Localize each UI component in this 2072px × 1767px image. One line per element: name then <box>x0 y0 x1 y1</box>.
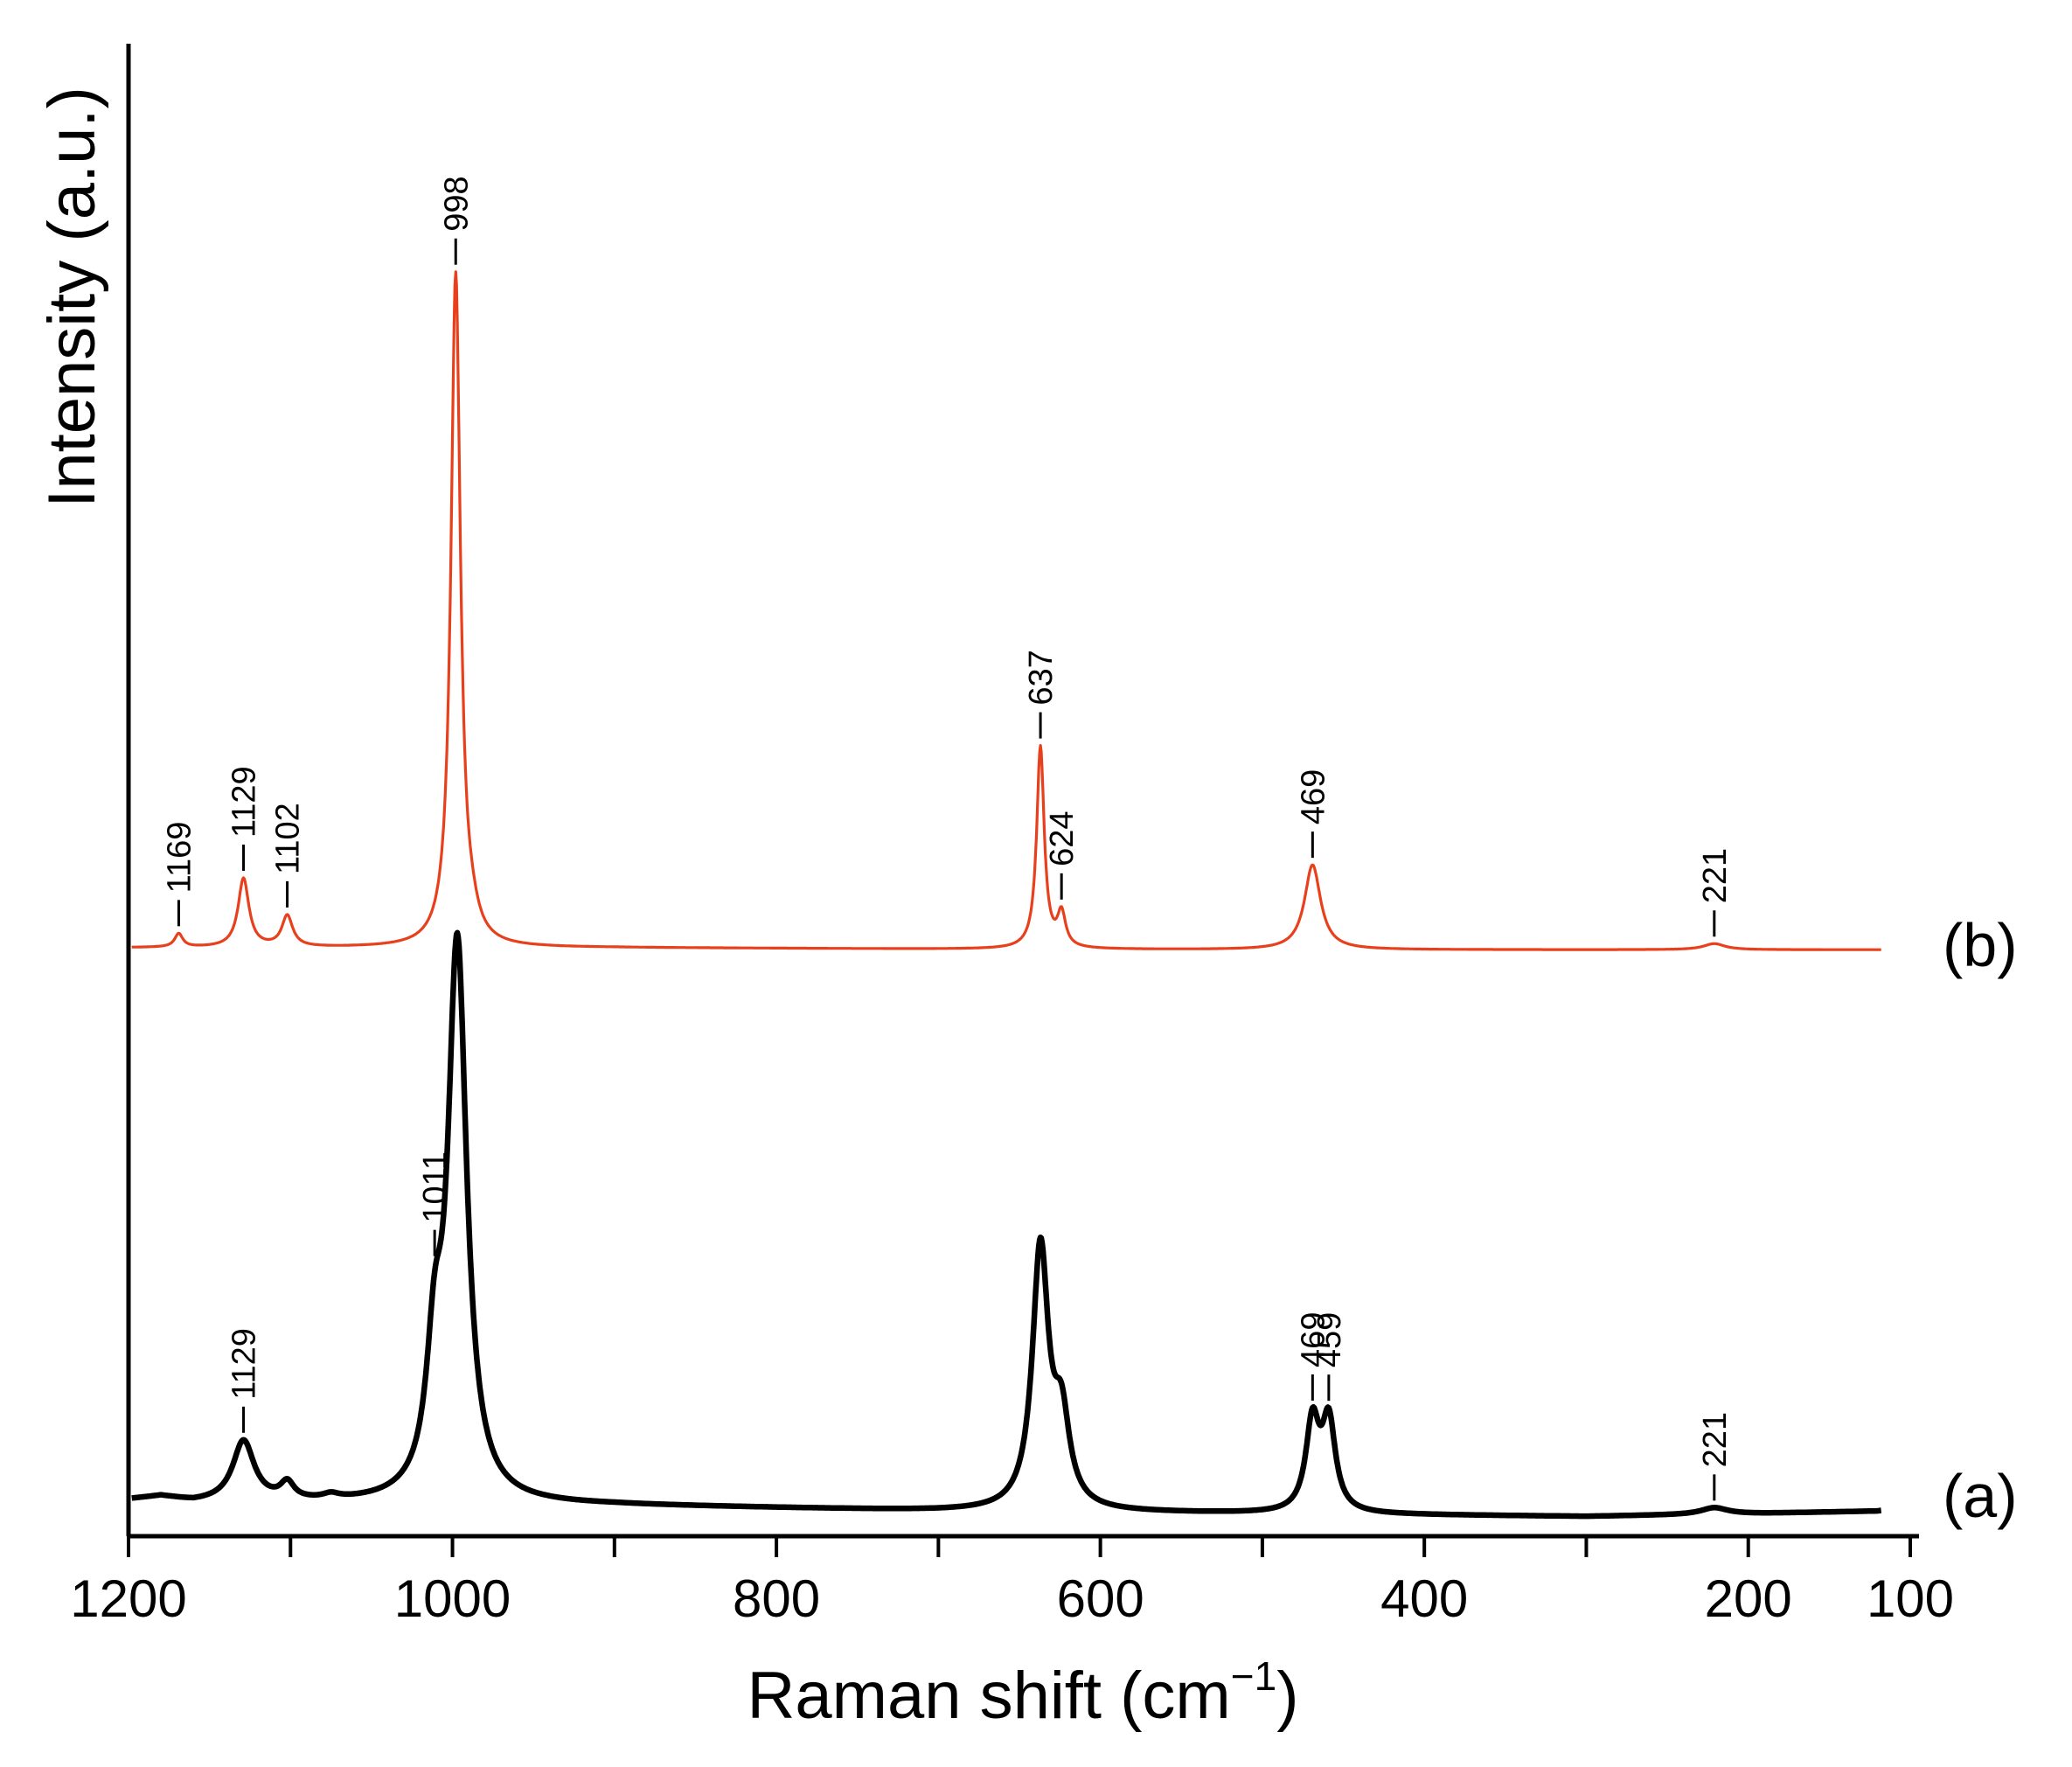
x-tick-label: 100 <box>1867 1569 1954 1628</box>
peak-label-b-637: 637 <box>1023 650 1060 739</box>
peak-label-b-221: 221 <box>1697 848 1734 937</box>
peak-label-text: 1129 <box>226 1328 263 1400</box>
peak-label-text: 624 <box>1044 810 1081 866</box>
ticks-layer: 1200 1000 800 600 400 200 100 <box>70 1536 1954 1628</box>
y-axis-label: Intensity (a.u.) <box>35 87 109 508</box>
labels-layer: 1129101146945922111691129110299863762446… <box>161 176 1734 1501</box>
peak-label-text: 469 <box>1295 769 1332 824</box>
series-label-b: (b) <box>1943 911 2018 979</box>
peak-label-text: 469 <box>1295 1312 1332 1367</box>
series-line-a <box>129 929 1883 1520</box>
peak-label-b-998: 998 <box>438 176 475 265</box>
x-axis-label-main: Raman shift (cm <box>747 1659 1231 1733</box>
peak-label-a-1011: 1011 <box>417 1151 454 1256</box>
peak-label-text: 637 <box>1023 650 1060 705</box>
x-axis-label-close: ) <box>1276 1659 1298 1733</box>
series-layer <box>129 270 1883 1520</box>
peak-label-text: 1169 <box>161 822 198 894</box>
axes-layer <box>126 44 1919 1539</box>
peak-label-a-459: 459 <box>1311 1312 1348 1402</box>
peak-label-text: 1102 <box>270 803 307 874</box>
peak-label-text: 1011 <box>417 1151 454 1223</box>
peak-label-text: 459 <box>1311 1312 1348 1367</box>
x-axis-label: Raman shift (cm−1) <box>747 1653 1299 1733</box>
peak-label-text: 221 <box>1697 848 1734 903</box>
peak-label-text: 1129 <box>226 766 263 838</box>
peak-label-b-624: 624 <box>1044 810 1081 900</box>
peak-label-b-1102: 1102 <box>270 803 307 908</box>
x-tick-label: 400 <box>1380 1569 1468 1628</box>
peak-label-b-469: 469 <box>1295 769 1332 859</box>
x-tick-label: 800 <box>733 1569 820 1628</box>
peak-label-a-221: 221 <box>1697 1412 1734 1501</box>
peak-label-a-469: 469 <box>1295 1312 1332 1401</box>
x-axis-label-superscript: −1 <box>1231 1653 1276 1699</box>
series-label-a: (a) <box>1943 1462 2018 1530</box>
x-tick-label: 1200 <box>70 1569 186 1628</box>
peak-label-b-1169: 1169 <box>161 822 198 927</box>
x-tick-label: 600 <box>1057 1569 1144 1628</box>
x-tick-label: 1000 <box>394 1569 511 1628</box>
peak-label-a-1129: 1129 <box>226 1328 263 1433</box>
x-tick-label: 200 <box>1705 1569 1792 1628</box>
peak-label-text: 998 <box>438 176 475 231</box>
series-line-b <box>131 270 1882 951</box>
peak-label-text: 221 <box>1697 1412 1734 1467</box>
peak-label-b-1129: 1129 <box>226 766 263 872</box>
